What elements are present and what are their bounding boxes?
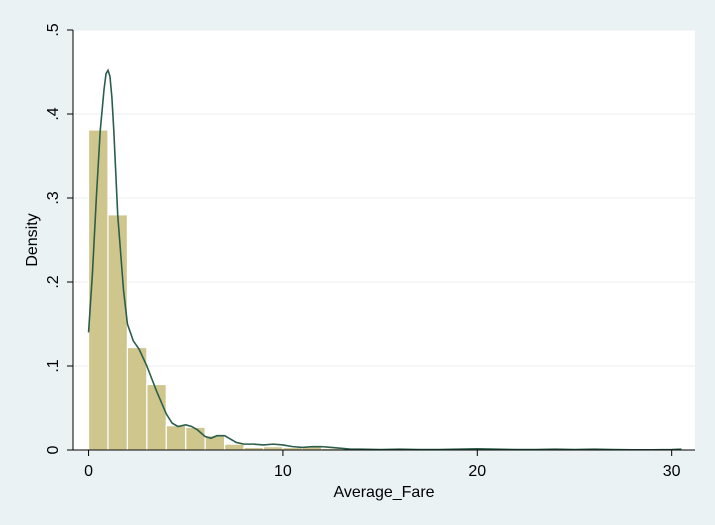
y-tick-label: 0 [45, 445, 62, 454]
y-tick-label: .1 [45, 359, 62, 372]
y-tick-label: .5 [45, 23, 62, 36]
x-tick-label: 20 [468, 463, 486, 480]
y-tick-label: .3 [45, 191, 62, 204]
y-axis-ticks: 0 .1 .2 .3 .4 .5 [45, 23, 73, 454]
x-tick-label: 10 [274, 463, 292, 480]
y-tick-label: .2 [45, 275, 62, 288]
histogram-bar [146, 383, 167, 451]
y-axis-label: Density [24, 213, 41, 266]
histogram-bar [165, 425, 187, 451]
plot-area [73, 30, 695, 450]
histogram-bar [126, 346, 148, 451]
x-axis-label: Average_Fare [333, 484, 434, 501]
x-tick-label: 0 [84, 463, 93, 480]
x-tick-label: 30 [663, 463, 681, 480]
histogram-bar [262, 446, 284, 451]
histogram-bar [107, 214, 129, 451]
kde-line [87, 68, 682, 451]
histogram-bar [224, 443, 245, 451]
histogram-bar [185, 426, 206, 451]
grid-lines [73, 29, 695, 367]
x-axis-ticks: 0 10 20 30 [84, 450, 681, 480]
y-tick-label: .4 [45, 107, 62, 120]
